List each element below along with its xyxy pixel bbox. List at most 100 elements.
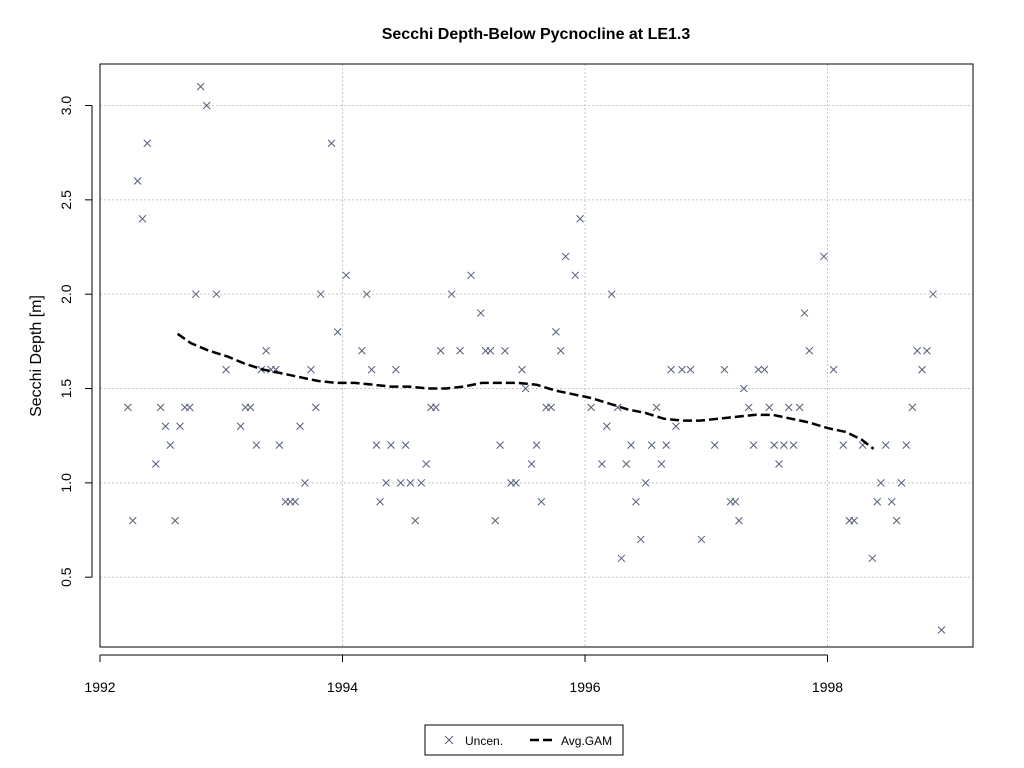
data-point <box>881 441 890 449</box>
chart-title: Secchi Depth-Below Pycnocline at LE1.3 <box>382 26 691 43</box>
legend-marker-uncen <box>444 735 454 745</box>
data-point <box>382 479 391 487</box>
data-point <box>512 479 520 487</box>
y-tick-label: 2.0 <box>58 284 74 304</box>
data-point <box>537 497 546 506</box>
gam-line <box>176 332 875 450</box>
data-point <box>527 460 536 468</box>
data-point <box>587 403 595 412</box>
data-point <box>124 403 132 412</box>
data-point <box>176 422 184 431</box>
data-point <box>436 346 445 355</box>
x-tick-label: 1992 <box>84 679 115 695</box>
data-point <box>908 403 917 412</box>
data-point <box>166 441 175 449</box>
data-point <box>143 139 152 148</box>
data-point <box>556 346 565 355</box>
y-tick-label: 3.0 <box>58 96 74 116</box>
data-point <box>422 460 431 468</box>
y-tick-label: 1.0 <box>58 473 74 493</box>
data-point <box>327 139 336 148</box>
data-point <box>133 177 142 185</box>
data-point <box>406 479 415 487</box>
data-point <box>789 441 798 449</box>
data-point <box>138 214 147 223</box>
data-point <box>735 516 743 525</box>
data-point <box>672 422 680 431</box>
data-point <box>262 346 270 355</box>
x-tick-label: 1998 <box>812 679 843 695</box>
grid <box>99 64 973 647</box>
data-point <box>720 365 729 374</box>
data-point <box>501 346 509 355</box>
data-point <box>532 441 541 449</box>
data-point <box>839 441 848 449</box>
data-point <box>800 309 809 317</box>
scatter-points <box>124 82 946 634</box>
plot-frame <box>99 63 974 648</box>
data-point <box>275 441 284 449</box>
data-point <box>897 479 906 487</box>
data-point <box>657 460 666 468</box>
x-tick-label: 1996 <box>569 679 600 695</box>
data-point <box>561 252 570 261</box>
data-point <box>171 516 180 525</box>
data-point <box>749 441 758 449</box>
data-point <box>850 516 859 525</box>
x-axis: 1992 1994 1996 1998 <box>84 654 843 695</box>
data-point <box>760 365 769 374</box>
data-point <box>744 403 753 412</box>
data-point <box>571 271 580 280</box>
data-point <box>202 101 211 110</box>
data-point <box>607 290 616 299</box>
data-point <box>432 403 440 412</box>
data-point <box>128 516 137 525</box>
data-point <box>627 441 635 449</box>
data-point <box>362 290 371 299</box>
data-point <box>476 309 485 317</box>
data-point <box>868 554 877 563</box>
data-point <box>246 403 255 412</box>
data-point <box>937 626 946 634</box>
data-point <box>647 441 656 449</box>
legend: Uncen. Avg.GAM <box>424 724 624 756</box>
data-point <box>795 403 804 412</box>
data-point <box>929 290 937 299</box>
data-point <box>518 365 526 374</box>
data-point <box>636 535 645 544</box>
data-point <box>632 497 640 506</box>
data-point <box>805 346 814 355</box>
data-point <box>151 460 160 468</box>
data-point <box>387 441 395 449</box>
legend-label-gam: Avg.GAM <box>561 734 612 748</box>
data-point <box>602 422 611 431</box>
data-point <box>887 497 896 506</box>
data-point <box>662 441 671 449</box>
data-point <box>873 497 882 506</box>
data-point <box>311 403 320 412</box>
data-point <box>491 516 500 525</box>
y-tick-label: 1.5 <box>58 379 74 399</box>
data-point <box>191 290 200 299</box>
data-point <box>496 441 504 449</box>
data-point <box>775 460 783 468</box>
data-point <box>391 365 400 374</box>
data-point <box>678 365 686 374</box>
data-point <box>291 497 300 506</box>
data-point <box>902 441 911 449</box>
data-point <box>358 346 366 355</box>
data-point <box>333 328 342 336</box>
data-point <box>396 479 405 487</box>
data-point <box>641 479 650 487</box>
data-point <box>770 441 779 449</box>
data-point <box>401 441 410 449</box>
data-point <box>765 403 774 412</box>
y-tick-label: 2.5 <box>58 190 74 210</box>
data-point <box>552 328 560 336</box>
data-point <box>376 497 384 506</box>
data-point <box>892 516 901 525</box>
data-point <box>754 365 763 374</box>
data-point <box>622 460 631 468</box>
data-point <box>710 441 719 449</box>
data-point <box>367 365 376 374</box>
